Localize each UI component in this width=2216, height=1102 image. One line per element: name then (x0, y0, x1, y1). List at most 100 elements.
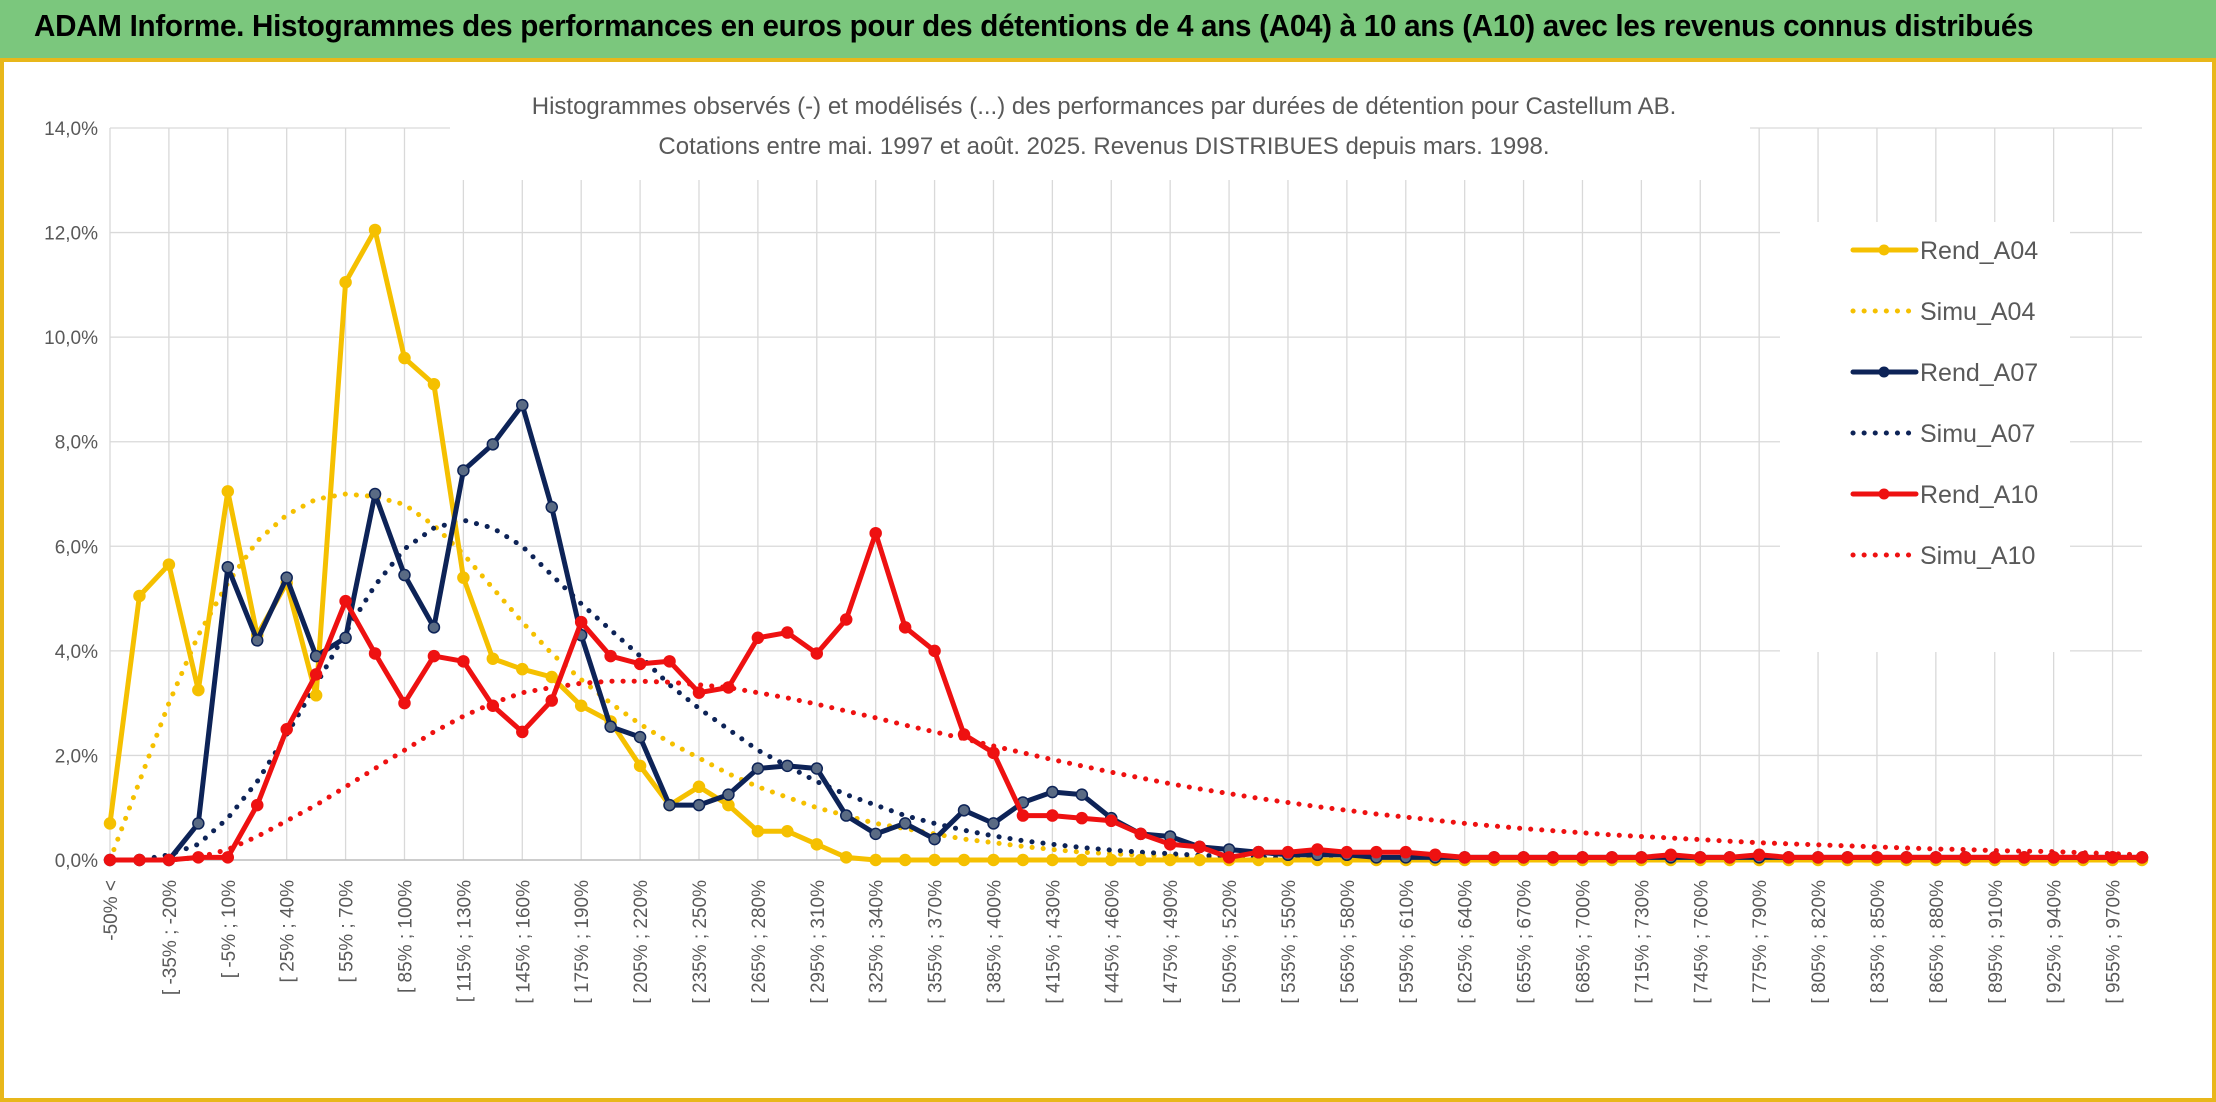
data-point-Rend_A04 (957, 853, 971, 867)
x-tick-label: [ 175% ; 190% (572, 880, 593, 1004)
data-point-Rend_A10 (486, 699, 500, 713)
data-point-Rend_A10 (1576, 851, 1589, 864)
data-point-Rend_A10 (692, 686, 706, 699)
data-point-Rend_A10 (1929, 851, 1943, 864)
y-tick-label: 6,0% (55, 537, 98, 558)
data-point-Rend_A04 (781, 824, 794, 838)
data-point-Rend_A04 (309, 689, 323, 702)
data-point-Rend_A10 (957, 728, 971, 741)
x-tick-label: [ 355% ; 370% (926, 880, 947, 1004)
data-point-Rend_A04 (339, 275, 352, 289)
header-banner: ADAM Informe. Histogrammes des performan… (0, 0, 2216, 62)
data-point-Rend_A07 (663, 798, 676, 812)
series-line-Rend_A10 (107, 530, 2145, 863)
x-tick-label: [ 835% ; 850% (1868, 880, 1889, 1004)
x-axis-ticks: -50% < [ -35% ; -20% [ -5% ; 10% [ 25% ; 40… (101, 880, 2125, 1004)
data-point-Rend_A07 (781, 759, 794, 773)
data-point-Rend_A04 (722, 798, 735, 812)
data-point-Rend_A10 (280, 723, 293, 736)
data-point-Rend_A10 (309, 668, 323, 681)
data-point-Rend_A07 (839, 809, 853, 822)
chart-frame (0, 62, 2216, 1102)
data-point-Rend_A10 (1163, 838, 1177, 851)
data-point-Rend_A10 (427, 649, 441, 663)
data-point-Rend_A10 (781, 626, 794, 639)
x-tick-label: [ 235% ; 250% (690, 880, 711, 1004)
plot-series (103, 223, 2149, 867)
legend-label: Simu_A04 (1920, 298, 2035, 326)
data-point-Rend_A04 (162, 558, 176, 571)
data-point-Rend_A07 (250, 634, 264, 647)
y-tick-label: 0,0% (55, 851, 98, 872)
title-background (450, 80, 1750, 180)
x-tick-label: [ 535% ; 550% (1279, 880, 1300, 1004)
legend-label: Simu_A07 (1920, 420, 2035, 448)
x-tick-label: [ 475% ; 490% (1161, 880, 1182, 1004)
data-point-Rend_A10 (1428, 848, 1442, 862)
data-point-Rend_A10 (1517, 851, 1530, 864)
data-point-Rend_A10 (457, 655, 470, 668)
data-point-Rend_A04 (810, 838, 824, 851)
data-point-Rend_A10 (1222, 851, 1236, 864)
data-point-Rend_A10 (1458, 851, 1471, 864)
data-point-Rend_A10 (1605, 851, 1619, 864)
y-tick-label: 14,0% (44, 119, 98, 140)
data-point-Rend_A10 (1370, 845, 1383, 859)
data-point-Rend_A10 (1752, 848, 1766, 862)
data-point-Rend_A10 (2076, 851, 2090, 864)
series-line-Rend_A04 (107, 227, 2145, 863)
data-point-Rend_A10 (1811, 851, 1825, 864)
x-tick-label: [ 925% ; 940% (2045, 880, 2066, 1004)
data-point-Rend_A10 (2135, 851, 2149, 864)
data-point-Rend_A07 (898, 817, 912, 830)
x-tick-label: [ 55% ; 70% (337, 880, 358, 983)
x-tick-label: [ 265% ; 280% (749, 880, 770, 1004)
data-point-Rend_A10 (839, 613, 853, 626)
data-point-Rend_A10 (2106, 851, 2119, 864)
data-point-Rend_A04 (898, 853, 912, 867)
data-point-Rend_A10 (604, 649, 617, 663)
data-point-Rend_A04 (692, 780, 706, 794)
data-point-Rend_A10 (987, 746, 1000, 760)
data-point-Rend_A10 (398, 696, 411, 710)
chart-title: Histogrammes observés (-) et modélisés (… (532, 93, 1677, 120)
data-point-Rend_A04 (751, 824, 765, 838)
data-point-Rend_A04 (1134, 853, 1147, 867)
y-tick-label: 10,0% (44, 328, 98, 349)
data-point-Rend_A07 (869, 827, 882, 841)
data-point-Rend_A07 (928, 832, 941, 846)
legend-marker (1878, 366, 1890, 378)
data-point-Rend_A04 (928, 853, 941, 867)
data-point-Rend_A10 (2047, 851, 2060, 864)
data-point-Rend_A10 (898, 621, 912, 634)
data-point-Rend_A10 (162, 853, 176, 867)
x-tick-label: [ 505% ; 520% (1220, 880, 1241, 1004)
data-point-Rend_A10 (133, 853, 146, 867)
data-point-Rend_A10 (545, 694, 558, 707)
x-tick-label: [ 25% ; 40% (278, 880, 299, 983)
x-tick-label: [ 205% ; 220% (631, 880, 652, 1004)
data-point-Rend_A04 (839, 851, 853, 864)
data-point-Rend_A07 (486, 438, 500, 451)
data-point-Rend_A10 (1134, 827, 1147, 841)
data-point-Rend_A10 (1046, 809, 1059, 822)
data-point-Rend_A04 (633, 759, 647, 773)
data-point-Rend_A04 (1105, 853, 1118, 867)
data-point-Rend_A04 (133, 589, 146, 603)
data-point-Rend_A04 (987, 853, 1000, 867)
x-tick-label: [ 745% ; 760% (1691, 880, 1712, 1004)
data-point-Rend_A10 (2017, 851, 2031, 864)
data-point-Rend_A07 (1075, 788, 1089, 801)
data-point-Rend_A10 (1988, 851, 2002, 864)
x-tick-label: [ 385% ; 400% (984, 880, 1005, 1004)
x-tick-label: [ 625% ; 640% (1456, 880, 1477, 1004)
data-point-Rend_A07 (722, 788, 735, 801)
chart-legend: Rend_A04 Simu_A04 Rend_A07 Simu_A07 Rend_A10… (1850, 237, 2038, 570)
y-tick-label: 8,0% (55, 433, 98, 454)
x-tick-label: [ 865% ; 880% (1927, 880, 1948, 1004)
x-tick-label: [ 325% ; 340% (867, 880, 888, 1004)
x-tick-label: [ 145% ; 160% (513, 880, 534, 1004)
data-point-Rend_A04 (221, 485, 235, 498)
y-tick-label: 12,0% (44, 224, 98, 245)
data-point-Rend_A07 (692, 798, 706, 812)
